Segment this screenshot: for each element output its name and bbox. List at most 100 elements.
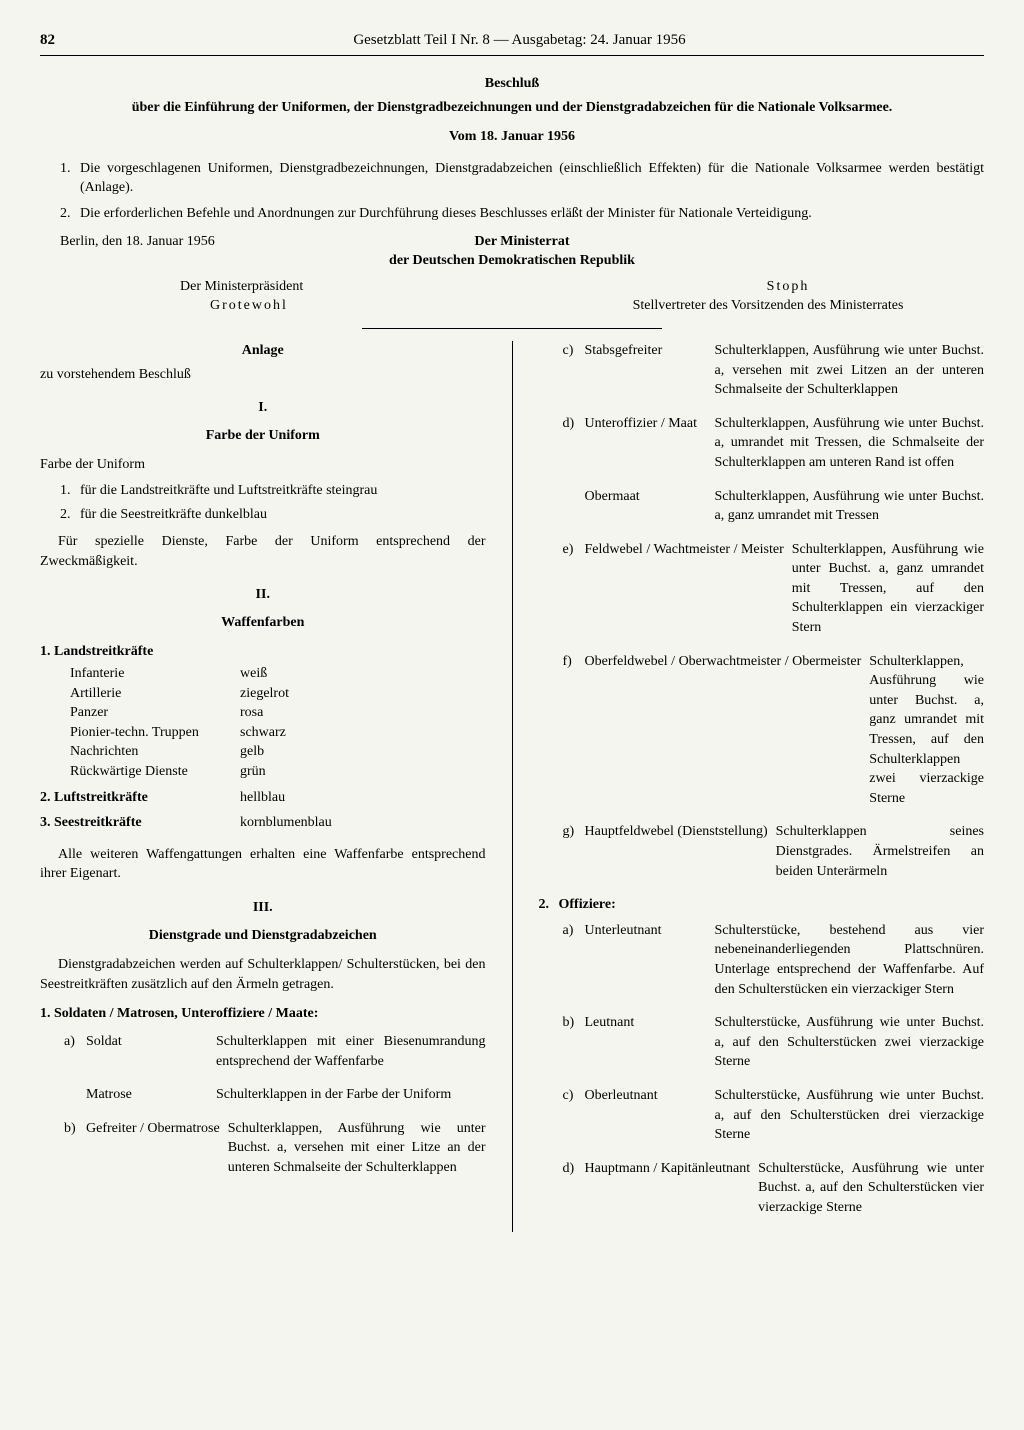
sub-text: für die Landstreitkräfte und Luftstreitk…: [80, 481, 377, 501]
location: Berlin, den 18. Januar 1956: [40, 232, 368, 252]
item-letter: c): [563, 341, 585, 400]
item-label: Oberleutnant: [585, 1086, 715, 1145]
deputy-name: Stoph: [512, 277, 984, 297]
wf-color: ziegelrot: [240, 684, 289, 704]
deputy-title: Stellvertreter des Vorsitzenden des Mini…: [512, 296, 984, 316]
see-color: kornblumenblau: [240, 813, 332, 833]
dienstgrad-item: d)Unteroffizier / MaatSchulterklappen, A…: [539, 414, 985, 473]
dienstgrad-item: f)Oberfeldwebel / Oberwachtmeister / Obe…: [539, 652, 985, 809]
doc-title: Beschluß: [40, 74, 984, 94]
item-letter: c): [563, 1086, 585, 1145]
item-label: Matrose: [86, 1085, 216, 1105]
item-label: Leutnant: [585, 1013, 715, 1072]
item-desc: Schulterstücke, Ausführung wie unter Buc…: [758, 1159, 984, 1218]
item-desc: Schulterstücke, Ausführung wie unter Buc…: [715, 1013, 985, 1072]
numbered-item: 1.Die vorgeschlagenen Uniformen, Dienstg…: [40, 159, 984, 198]
sub-num: 1.: [60, 481, 80, 501]
item-letter: [563, 487, 585, 526]
anlage-title: Anlage: [40, 341, 486, 361]
item-label: Hauptfeldwebel (Dienststellung): [585, 822, 776, 881]
section1-note: Für spezielle Dienste, Farbe der Uniform…: [40, 532, 486, 571]
wf-name: Pionier-techn. Truppen: [70, 723, 240, 743]
section2-num: II.: [40, 585, 486, 605]
sub-num: 2.: [60, 505, 80, 525]
section2-note: Alle weiteren Waffengattungen erhalten e…: [40, 845, 486, 884]
item-label: Oberfeldwebel / Oberwachtmeister / Oberm…: [585, 652, 870, 809]
beschluss-items: 1.Die vorgeschlagenen Uniformen, Dienstg…: [40, 159, 984, 224]
item-desc: Schulterklappen, Ausführung wie unter Bu…: [715, 487, 985, 526]
item-letter: e): [563, 540, 585, 638]
numbered-item: 2.Die erforderlichen Befehle und Anordnu…: [40, 204, 984, 224]
item-label: Gefreiter / Obermatrose: [86, 1119, 228, 1178]
wf-color: gelb: [240, 742, 264, 762]
two-column-layout: Anlage zu vorstehendem Beschluß I. Farbe…: [40, 341, 984, 1232]
item-label: Stabsgefreiter: [585, 341, 715, 400]
waffenfarbe-row: Infanterieweiß: [70, 664, 486, 684]
left-column: Anlage zu vorstehendem Beschluß I. Farbe…: [40, 341, 486, 1232]
item-num: 2.: [60, 204, 80, 224]
group2-items: a)UnterleutnantSchulterstücke, bestehend…: [539, 921, 985, 1218]
item-desc: Schulterklappen, Ausführung wie unter Bu…: [869, 652, 984, 809]
item-label: Hauptmann / Kapitänleutnant: [585, 1159, 759, 1218]
item-letter: d): [563, 1159, 585, 1218]
section1-intro: Farbe der Uniform: [40, 455, 486, 475]
divider: [362, 328, 662, 329]
group2-title-text: Offiziere:: [559, 895, 616, 915]
wf-color: grün: [240, 762, 266, 782]
item-letter: g): [563, 822, 585, 881]
waffenfarbe-row: Artillerieziegelrot: [70, 684, 486, 704]
dienstgrad-item: c)StabsgefreiterSchulterklappen, Ausführ…: [539, 341, 985, 400]
waffenfarbe-row: Rückwärtige Dienstegrün: [70, 762, 486, 782]
item-num: 1.: [60, 159, 80, 198]
item-desc: Schulterklappen, Ausführung wie unter Bu…: [792, 540, 984, 638]
column-divider: [512, 341, 513, 1232]
wf-color: schwarz: [240, 723, 286, 743]
item-label: Feldwebel / Wachtmeister / Meister: [585, 540, 792, 638]
right-column: c)StabsgefreiterSchulterklappen, Ausführ…: [539, 341, 985, 1232]
item-letter: a): [563, 921, 585, 999]
land-items: InfanterieweißArtillerieziegelrotPanzerr…: [40, 664, 486, 782]
dienstgrad-item: c)OberleutnantSchulterstücke, Ausführung…: [539, 1086, 985, 1145]
doc-subtitle: über die Einführung der Uniformen, der D…: [40, 98, 984, 118]
group1-left: a)SoldatSchulterklappen mit einer Biesen…: [40, 1032, 486, 1178]
doc-date: Vom 18. Januar 1956: [40, 127, 984, 147]
see-title: 3. Seestreitkräfte: [40, 813, 240, 833]
anlage-subtitle: zu vorstehendem Beschluß: [40, 365, 486, 385]
group1-title: 1. Soldaten / Matrosen, Unteroffiziere /…: [40, 1004, 486, 1024]
section1-items: 1.für die Landstreitkräfte und Luftstrei…: [40, 481, 486, 524]
sub-text: für die Seestreitkräfte dunkelblau: [80, 505, 267, 525]
wf-name: Infanterie: [70, 664, 240, 684]
wf-name: Artillerie: [70, 684, 240, 704]
president-name: Grotewohl: [40, 296, 512, 316]
item-desc: Schulterstücke, bestehend aus vier neben…: [715, 921, 985, 999]
waffenfarbe-row: Pionier-techn. Truppenschwarz: [70, 723, 486, 743]
section3-heading: Dienstgrade und Dienstgradabzeichen: [40, 926, 486, 946]
dienstgrad-item: g)Hauptfeldwebel (Dienststellung)Schulte…: [539, 822, 985, 881]
group1-right: c)StabsgefreiterSchulterklappen, Ausführ…: [539, 341, 985, 881]
item-text: Die erforderlichen Befehle und Anordnung…: [80, 204, 984, 224]
wf-name: Panzer: [70, 703, 240, 723]
signature-block: Berlin, den 18. Januar 1956 Der Minister…: [40, 232, 984, 316]
section3-num: III.: [40, 898, 486, 918]
dienstgrad-item: ObermaatSchulterklappen, Ausführung wie …: [539, 487, 985, 526]
luft-title: 2. Luftstreitkräfte: [40, 788, 240, 808]
item-desc: Schulterklappen seines Dienstgrades. Ärm…: [776, 822, 984, 881]
ministerrat2: der Deutschen Demokratischen Republik: [40, 251, 984, 271]
section1-num: I.: [40, 398, 486, 418]
section2-heading: Waffenfarben: [40, 613, 486, 633]
dienstgrad-item: b)Gefreiter / ObermatroseSchulterklappen…: [40, 1119, 486, 1178]
item-desc: Schulterklappen, Ausführung wie unter Bu…: [228, 1119, 486, 1178]
luft-color: hellblau: [240, 788, 285, 808]
dienstgrad-item: b)LeutnantSchulterstücke, Ausführung wie…: [539, 1013, 985, 1072]
item-letter: a): [64, 1032, 86, 1071]
dienstgrad-item: a)UnterleutnantSchulterstücke, bestehend…: [539, 921, 985, 999]
section3-intro: Dienstgradabzeichen werden auf Schulterk…: [40, 955, 486, 994]
item-label: Obermaat: [585, 487, 715, 526]
item-desc: Schulterklappen, Ausführung wie unter Bu…: [715, 414, 985, 473]
wf-color: rosa: [240, 703, 263, 723]
sub-item: 2.für die Seestreitkräfte dunkelblau: [40, 505, 486, 525]
waffenfarbe-row: Panzerrosa: [70, 703, 486, 723]
item-label: Unterleutnant: [585, 921, 715, 999]
dienstgrad-item: MatroseSchulterklappen in der Farbe der …: [40, 1085, 486, 1105]
item-label: Soldat: [86, 1032, 216, 1071]
